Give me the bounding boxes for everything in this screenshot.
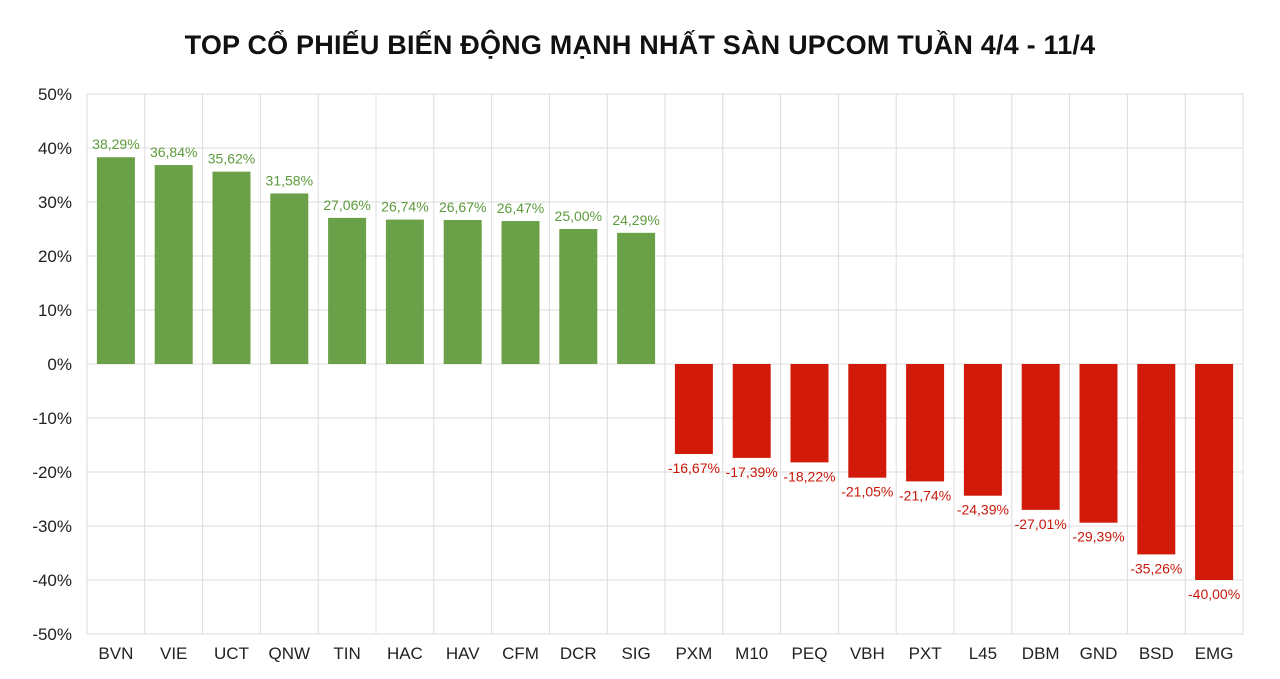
- bar-uct: [212, 171, 251, 364]
- y-tick-label: 30%: [38, 193, 72, 212]
- bars: [96, 157, 1234, 580]
- data-label-gnd: -29,39%: [1072, 529, 1124, 545]
- x-tick-label-hav: HAV: [446, 644, 480, 663]
- bar-dbm: [1021, 364, 1060, 510]
- y-tick-label: 40%: [38, 139, 72, 158]
- y-tick-label: -30%: [32, 517, 72, 536]
- bar-hac: [385, 219, 424, 364]
- bar-hav: [443, 219, 482, 364]
- x-tick-label-qnw: QNW: [269, 644, 311, 663]
- data-label-vie: 36,84%: [150, 144, 197, 160]
- x-tick-label-hac: HAC: [387, 644, 423, 663]
- data-label-qnw: 31,58%: [266, 172, 313, 188]
- data-label-pxm: -16,67%: [668, 460, 720, 476]
- data-label-bvn: 38,29%: [92, 136, 139, 152]
- x-tick-label-bvn: BVN: [98, 644, 133, 663]
- bar-vie: [154, 165, 193, 364]
- data-label-cfm: 26,47%: [497, 200, 544, 216]
- x-tick-label-cfm: CFM: [502, 644, 539, 663]
- x-tick-label-sig: SIG: [621, 644, 650, 663]
- data-label-peq: -18,22%: [783, 468, 835, 484]
- bar-l45: [963, 364, 1002, 496]
- data-label-tin: 27,06%: [323, 197, 370, 213]
- data-label-dcr: 25,00%: [555, 208, 602, 224]
- bar-qnw: [270, 193, 309, 364]
- grid-layer: [86, 93, 1244, 635]
- x-tick-label-peq: PEQ: [792, 644, 828, 663]
- data-label-hav: 26,67%: [439, 199, 486, 215]
- x-tick-label-bsd: BSD: [1139, 644, 1174, 663]
- data-label-hac: 26,74%: [381, 199, 428, 215]
- bar-gnd: [1079, 364, 1118, 523]
- y-tick-label: -20%: [32, 463, 72, 482]
- x-axis-ticks: BVN VIE UCT QNW TIN HAC HAV CFM DCR SIG PXM M10 PEQ V…: [98, 644, 1233, 663]
- data-label-bsd: -35,26%: [1130, 560, 1182, 576]
- x-tick-label-pxm: PXM: [675, 644, 712, 663]
- y-axis-ticks: 50% 40% 30% 20% 10% 0% -10% -20% -30% -40% -50%: [32, 85, 72, 644]
- chart-title: TOP CỔ PHIẾU BIẾN ĐỘNG MẠNH NHẤT SÀN UPC…: [184, 30, 1096, 60]
- x-tick-label-m10: M10: [735, 644, 768, 663]
- data-label-uct: 35,62%: [208, 151, 255, 167]
- x-tick-label-dcr: DCR: [560, 644, 597, 663]
- x-tick-label-gnd: GND: [1080, 644, 1118, 663]
- y-tick-label: -10%: [32, 409, 72, 428]
- bar-peq: [790, 364, 829, 463]
- y-tick-label: -50%: [32, 625, 72, 644]
- data-label-emg: -40,00%: [1188, 586, 1240, 602]
- bar-bsd: [1137, 364, 1176, 555]
- bar-m10: [732, 364, 771, 458]
- data-label-m10: -17,39%: [726, 464, 778, 480]
- bar-pxt: [906, 364, 945, 482]
- bar-pxm: [674, 364, 713, 455]
- x-tick-label-vie: VIE: [160, 644, 187, 663]
- bar-bvn: [96, 157, 135, 364]
- data-label-pxt: -21,74%: [899, 487, 951, 503]
- data-label-sig: 24,29%: [612, 212, 659, 228]
- data-label-vbh: -21,05%: [841, 484, 893, 500]
- x-tick-label-l45: L45: [969, 644, 997, 663]
- data-label-l45: -24,39%: [957, 502, 1009, 518]
- x-tick-label-vbh: VBH: [850, 644, 885, 663]
- x-tick-label-emg: EMG: [1195, 644, 1234, 663]
- bar-cfm: [501, 221, 540, 364]
- y-tick-label: 10%: [38, 301, 72, 320]
- x-tick-label-tin: TIN: [333, 644, 360, 663]
- y-tick-label: -40%: [32, 571, 72, 590]
- x-tick-label-pxt: PXT: [909, 644, 942, 663]
- bar-sig: [617, 232, 656, 364]
- data-label-dbm: -27,01%: [1015, 516, 1067, 532]
- y-tick-label: 20%: [38, 247, 72, 266]
- data-labels: 38,29% 36,84% 35,62% 31,58% 27,06% 26,74% 26,6…: [92, 136, 1240, 602]
- bar-emg: [1195, 364, 1234, 580]
- y-tick-label: 0%: [47, 355, 72, 374]
- x-tick-label-dbm: DBM: [1022, 644, 1060, 663]
- bar-tin: [328, 217, 367, 364]
- x-tick-label-uct: UCT: [214, 644, 249, 663]
- bar-dcr: [559, 229, 598, 364]
- bar-vbh: [848, 364, 887, 478]
- y-tick-label: 50%: [38, 85, 72, 104]
